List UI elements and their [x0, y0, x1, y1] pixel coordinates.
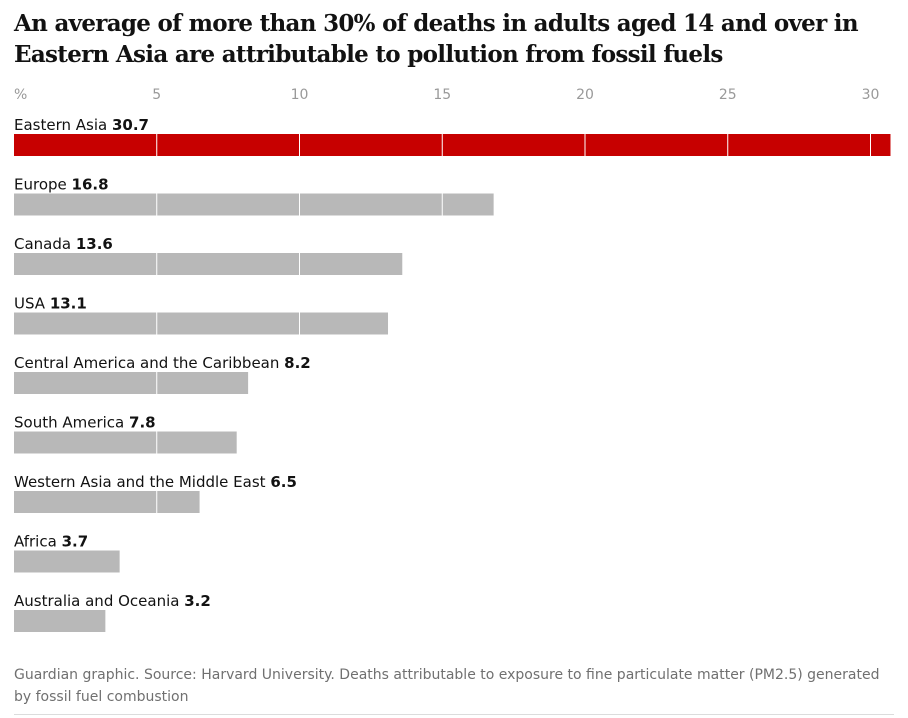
- category-name: Africa: [14, 533, 62, 551]
- x-tick-label: 5: [152, 87, 161, 103]
- data-label: 13.6: [76, 235, 113, 253]
- bar: [14, 431, 237, 454]
- source-note: Guardian graphic. Source: Harvard Univer…: [14, 667, 880, 705]
- bar: [14, 134, 891, 156]
- bar: [14, 372, 249, 394]
- category-label: Africa 3.7: [14, 533, 88, 551]
- category-name: Western Asia and the Middle East: [14, 473, 270, 491]
- category-label: Australia and Oceania 3.2: [14, 592, 211, 610]
- data-label: 3.7: [62, 533, 89, 551]
- bar: [14, 550, 120, 573]
- x-tick-label: 20: [576, 87, 594, 103]
- bars: [14, 134, 891, 632]
- bar: [14, 312, 389, 335]
- category-name: South America: [14, 414, 129, 432]
- data-label: 30.7: [112, 116, 149, 134]
- category-label: USA 13.1: [14, 295, 87, 313]
- category-name: Eastern Asia: [14, 116, 112, 134]
- category-name: Canada: [14, 235, 76, 253]
- data-label: 7.8: [129, 414, 156, 432]
- category-name: Australia and Oceania: [14, 592, 184, 610]
- category-label: Eastern Asia 30.7: [14, 116, 149, 134]
- category-label: South America 7.8: [14, 414, 156, 432]
- x-axis-unit-label: %: [14, 87, 27, 103]
- bar: [14, 253, 403, 275]
- bottom-rule: [14, 714, 894, 715]
- category-label: Western Asia and the Middle East 6.5: [14, 473, 297, 491]
- data-label: 8.2: [284, 354, 311, 372]
- bar: [14, 491, 200, 513]
- bar-chart: % 5 10 15 20 25 30 Eastern Asia 30.7 Europe 16.…: [14, 87, 891, 632]
- x-tick-label: 15: [433, 87, 451, 103]
- category-name: Europe: [14, 176, 72, 194]
- category-label: Central America and the Caribbean 8.2: [14, 354, 311, 372]
- bar: [14, 610, 106, 632]
- data-label: 13.1: [50, 295, 87, 313]
- bar-labels: Eastern Asia 30.7 Europe 16.8 Canada 13.6 U…: [14, 116, 311, 610]
- x-tick-label: 10: [291, 87, 309, 103]
- data-label: 16.8: [72, 176, 109, 194]
- x-tick-label: 25: [719, 87, 737, 103]
- data-label: 3.2: [184, 592, 211, 610]
- category-label: Europe 16.8: [14, 176, 109, 194]
- x-axis-ticks: % 5 10 15 20 25 30: [14, 87, 879, 103]
- category-name: USA: [14, 295, 50, 313]
- category-label: Canada 13.6: [14, 235, 113, 253]
- bar: [14, 193, 494, 216]
- x-tick-label: 30: [862, 87, 880, 103]
- data-label: 6.5: [270, 473, 297, 491]
- gridlines: [156, 130, 871, 632]
- chart-title: An average of more than 30% of deaths in…: [14, 10, 859, 68]
- category-name: Central America and the Caribbean: [14, 354, 284, 372]
